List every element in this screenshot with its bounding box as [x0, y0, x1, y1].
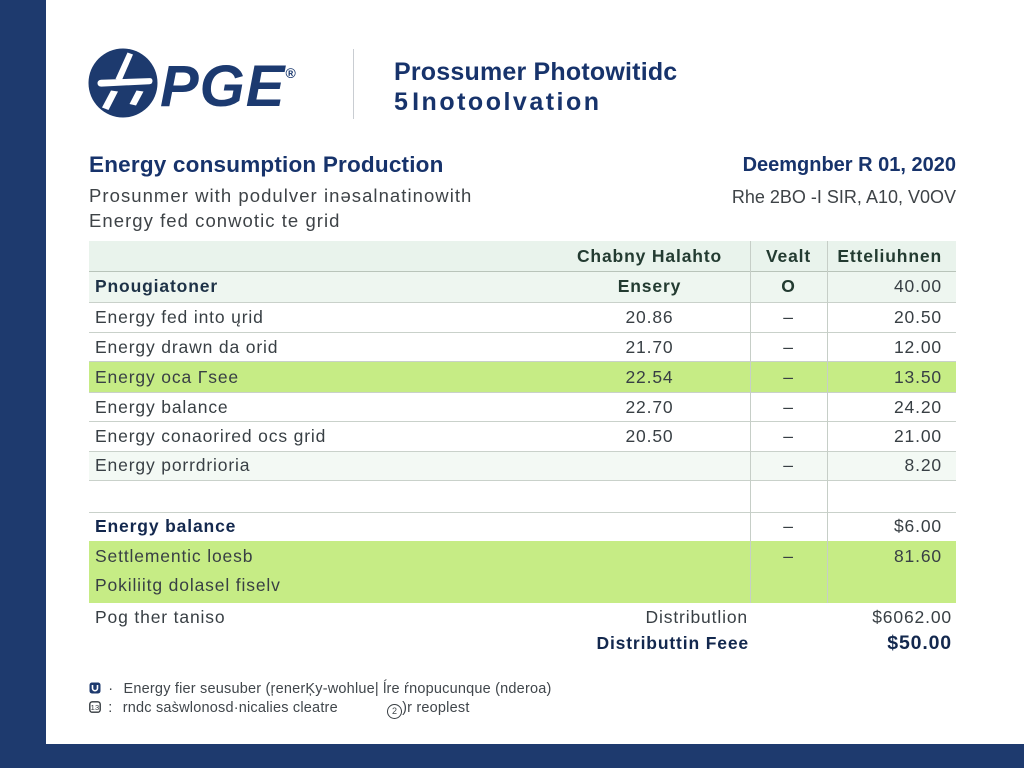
- svg-text:13: 13: [91, 703, 100, 712]
